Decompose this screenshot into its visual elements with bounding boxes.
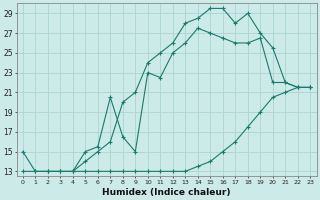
X-axis label: Humidex (Indice chaleur): Humidex (Indice chaleur) [102, 188, 231, 197]
